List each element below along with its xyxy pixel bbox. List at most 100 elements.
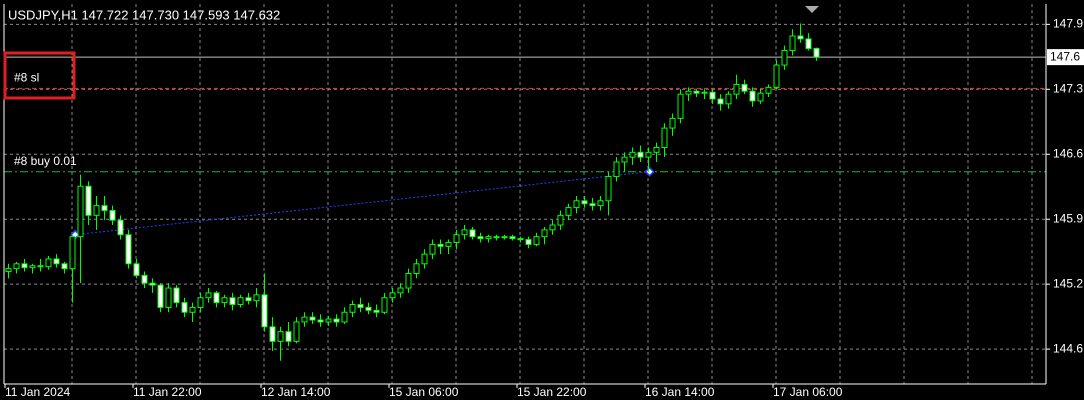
candle-body	[309, 316, 316, 321]
candle-body	[629, 151, 636, 158]
candle-body	[253, 294, 260, 302]
candle-body	[13, 263, 20, 270]
candle-body	[141, 274, 148, 284]
candle-body	[461, 229, 468, 236]
candle-body	[637, 151, 644, 158]
candle-body	[701, 91, 708, 94]
candle-body	[21, 263, 28, 269]
candle-body	[565, 207, 572, 216]
candle-body	[189, 306, 196, 313]
y-tick-label: 146.6	[1053, 146, 1083, 160]
candle-body	[749, 90, 756, 102]
x-tick-label: 15 Jan 06:00	[389, 385, 459, 399]
candle-body	[133, 263, 140, 276]
candle-body	[741, 83, 748, 92]
labels: 144.6 145.2 145.9 146.6 147.3 147.9 11 Jan 202…	[5, 17, 1084, 399]
candle-body	[109, 209, 116, 221]
candle-body	[541, 229, 548, 238]
candle-body	[165, 287, 172, 308]
candle-body	[53, 258, 60, 265]
candle-body	[493, 236, 500, 239]
highlight-box	[3, 51, 76, 100]
candle-body	[661, 127, 668, 148]
candle-body	[717, 98, 724, 105]
candle-body	[589, 203, 596, 207]
candle-body	[325, 318, 332, 323]
candle-body	[709, 91, 716, 100]
trade-line	[75, 171, 650, 236]
candle-body	[453, 234, 460, 243]
candle-body	[405, 272, 412, 289]
candle-body	[781, 50, 788, 66]
candle-body	[221, 297, 228, 304]
candle-body	[93, 205, 100, 216]
candle-body	[445, 241, 452, 247]
candle-body	[789, 35, 796, 52]
candle-body	[269, 326, 276, 342]
candle-body	[397, 287, 404, 294]
candle-body	[317, 319, 324, 323]
candle-body	[373, 309, 380, 313]
candle-body	[573, 200, 580, 209]
candle-body	[61, 263, 68, 270]
x-tick-label: 12 Jan 14:00	[261, 385, 331, 399]
y-tick-label: 147.9	[1053, 17, 1083, 31]
candle-body	[381, 297, 388, 313]
candle-body	[813, 47, 820, 58]
candle-body	[5, 268, 12, 273]
candle-body	[549, 224, 556, 231]
x-tick-label: 16 Jan 14:00	[645, 385, 715, 399]
candle-body	[117, 219, 124, 236]
candle-body	[613, 161, 620, 178]
candle-body	[685, 90, 692, 95]
x-tick-label: 11 Jan 2024	[5, 385, 70, 399]
candle-body	[669, 117, 676, 129]
chart-title: USDJPY,H1 147.722 147.730 147.593 147.63…	[8, 7, 280, 22]
grid	[4, 4, 1050, 388]
level-label: #8 sl	[14, 71, 39, 85]
candle-body	[29, 265, 36, 269]
candle-body	[477, 236, 484, 240]
candle-body	[69, 236, 76, 270]
candle-body	[557, 214, 564, 226]
candle-body	[437, 243, 444, 247]
x-tick-label: 17 Jan 06:00	[773, 385, 843, 399]
candle-body	[501, 236, 508, 239]
candle-body	[429, 243, 436, 255]
bid-label: 147.6	[1050, 49, 1080, 63]
candle-body	[77, 185, 84, 238]
x-tick-label: 11 Jan 22:00	[133, 385, 202, 399]
candle-body	[349, 304, 356, 313]
candle-body	[333, 318, 340, 323]
bid-label-box	[1047, 49, 1084, 66]
candle-body	[301, 316, 308, 323]
candle-body	[621, 156, 628, 163]
candle-body	[645, 151, 652, 158]
candle-body	[245, 297, 252, 302]
candle-body	[485, 236, 492, 240]
candle-body	[37, 265, 44, 268]
candle-body	[581, 200, 588, 205]
candle-body	[125, 234, 132, 265]
candle-body	[389, 292, 396, 299]
candle-body	[365, 306, 372, 311]
candle-body	[725, 93, 732, 105]
candle-body	[237, 297, 244, 306]
candle-body	[517, 238, 524, 241]
candle-body	[413, 263, 420, 274]
candle-body	[773, 64, 780, 88]
candle-body	[605, 176, 612, 202]
candle-body	[149, 282, 156, 286]
candle-body	[805, 38, 812, 50]
y-tick-label: 145.9	[1053, 211, 1083, 225]
candle-body	[341, 311, 348, 323]
candle-body	[509, 236, 516, 240]
candle-body	[757, 92, 764, 102]
candle-body	[157, 284, 164, 308]
candle-body	[85, 185, 92, 216]
candle-body	[469, 229, 476, 238]
x-tick-label: 15 Jan 22:00	[517, 385, 587, 399]
candle-body	[693, 90, 700, 94]
